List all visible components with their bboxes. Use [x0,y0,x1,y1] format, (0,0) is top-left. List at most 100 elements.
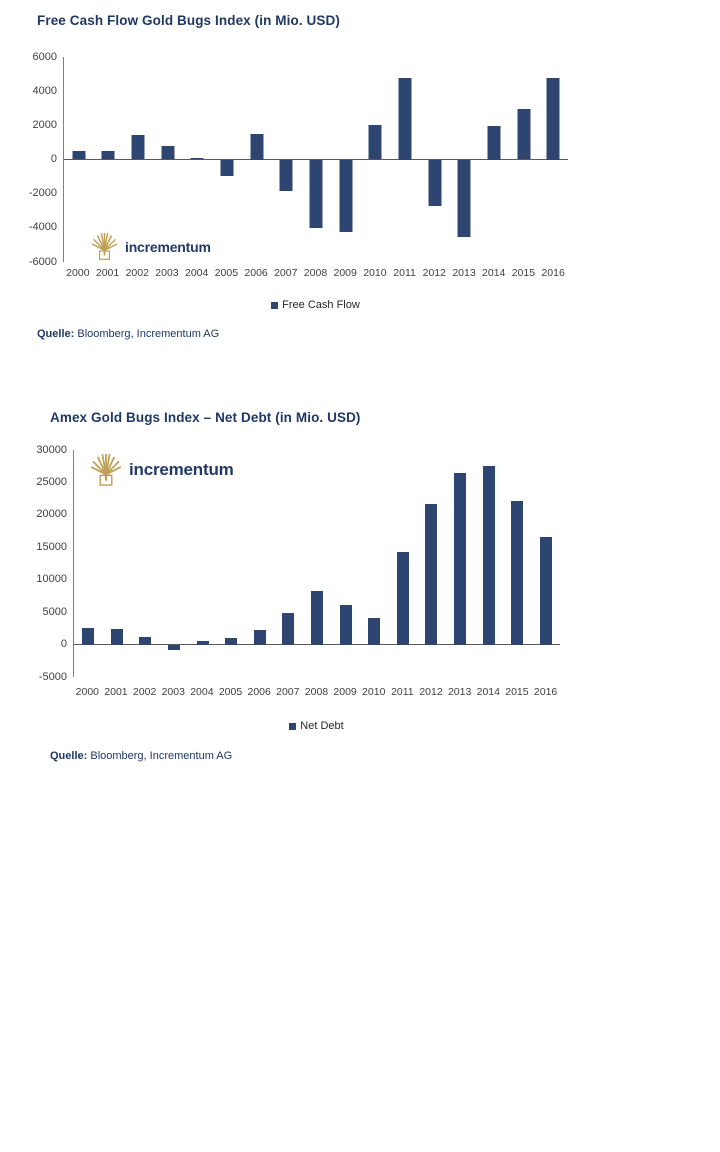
chart1-legend: Free Cash Flow [63,299,568,311]
chart2-title: Amex Gold Bugs Index – Net Debt (in Mio.… [50,410,361,425]
legend-marker-icon [289,722,297,730]
chart2-container: 30000 25000 20000 15000 10000 5000 0 -5000 [6,444,560,682]
legend-marker-icon [271,301,279,309]
y-tick-label-30000: 30000 [36,443,67,456]
chart1-y-axis-labels: 6000 4000 2000 0 -2000 -4000 -6000 [6,51,63,267]
x-tick-label-2009: 2009 [333,267,357,279]
y-tick-label-20000: 20000 [36,508,67,521]
bar-2008 [309,159,323,228]
x-tick-label-2009: 2009 [333,686,357,698]
y-tick-label--4000: -4000 [28,221,57,234]
x-tick-label-2010: 2010 [363,267,387,279]
chart2-y-axis-labels: 30000 25000 20000 15000 10000 5000 0 -5000 [6,444,73,682]
chart2-source: Quelle: Bloomberg, Incrementum AG [50,750,232,762]
chart2-legend: Net Debt [73,720,560,732]
x-tick-label-2008: 2008 [303,267,328,279]
x-tick-label-2008: 2008 [304,686,329,698]
bar-2003 [161,145,175,160]
bar-2014 [487,126,501,160]
chart2-legend-label: Net Debt [300,720,344,732]
x-tick-label-2015: 2015 [511,267,536,279]
source-prefix-label: Quelle: [37,328,75,340]
x-tick-label-2003: 2003 [161,686,185,698]
bar-2012 [428,159,442,206]
y-tick-label-0: 0 [50,153,57,165]
x-tick-label-2007: 2007 [274,267,298,279]
bar-2004 [196,640,209,645]
x-tick-label-2015: 2015 [505,686,529,698]
x-tick-label-2011: 2011 [393,267,416,279]
x-tick-label-2001: 2001 [95,267,120,279]
bar-2014 [482,465,495,645]
x-tick-label-2005: 2005 [218,686,243,698]
bar-2001 [101,150,115,160]
bar-2005 [225,638,238,645]
bar-2011 [396,552,409,645]
chart1-plot-area: incrementum [63,57,568,262]
bar-2011 [398,77,412,160]
bar-2010 [368,617,381,645]
bar-2007 [282,612,295,645]
y-tick-label-4000: 4000 [32,84,57,97]
bar-2001 [110,629,123,645]
y-tick-label-2000: 2000 [32,118,57,131]
bar-2015 [511,501,524,645]
bar-2005 [220,159,234,176]
x-axis-zero-line [74,643,560,646]
bar-2010 [368,125,382,160]
x-tick-label-2000: 2000 [66,267,90,279]
x-tick-label-2006: 2006 [244,267,268,279]
bar-2015 [517,109,531,160]
bar-2006 [253,629,266,645]
x-tick-label-2012: 2012 [419,686,443,698]
chart1-source: Quelle: Bloomberg, Incrementum AG [37,328,219,340]
bar-2003 [168,644,181,651]
y-tick-label--2000: -2000 [28,187,57,200]
bar-2000 [72,150,86,160]
y-tick-label-6000: 6000 [32,50,57,63]
x-tick-label-2004: 2004 [184,267,209,279]
x-tick-label-2007: 2007 [276,686,300,698]
chart2-x-axis-labels: 2000 2001 2002 2003 2004 2005 2006 2007 2008 2009… [73,686,560,698]
bar-2012 [425,504,438,645]
x-tick-label-2000: 2000 [75,686,99,698]
chart1-container: 6000 4000 2000 0 -2000 -4000 -6000 [6,51,568,267]
source-text: Bloomberg, Incrementum AG [74,328,220,340]
bar-2004 [190,157,204,160]
y-tick-label-5000: 5000 [42,605,67,618]
y-tick-label-0: 0 [60,638,67,651]
y-tick-label--6000: -6000 [28,255,57,268]
chart1-legend-label: Free Cash Flow [282,299,360,311]
chart1-title: Free Cash Flow Gold Bugs Index (in Mio. … [37,13,340,28]
bar-2002 [139,636,152,645]
x-tick-label-2014: 2014 [476,686,500,698]
bar-2009 [339,159,353,233]
x-tick-label-2006: 2006 [247,686,271,698]
incrementum-logo-icon [90,454,122,486]
bar-2008 [311,590,323,645]
bar-2016 [539,536,552,645]
x-tick-label-2014: 2014 [482,267,506,279]
bar-2002 [131,134,145,160]
x-tick-label-2016: 2016 [533,686,558,698]
source-text: Bloomberg, Incrementum AG [87,750,233,762]
x-tick-label-2010: 2010 [362,686,386,698]
x-tick-label-2002: 2002 [132,686,157,698]
bar-2006 [250,133,264,160]
x-tick-label-2004: 2004 [190,686,214,698]
x-tick-label-2013: 2013 [447,686,472,698]
bar-2013 [453,473,466,645]
incrementum-logo-text: incrementum [129,460,234,479]
x-tick-label-2011: 2011 [391,686,414,698]
bar-2013 [457,159,471,238]
x-tick-label-2005: 2005 [214,267,239,279]
incrementum-watermark: incrementum [91,233,211,260]
incrementum-logo-text: incrementum [125,238,211,255]
y-tick-label-15000: 15000 [36,540,67,553]
y-tick-label-25000: 25000 [36,475,67,488]
incrementum-watermark: incrementum [90,454,234,486]
source-prefix-label: Quelle: [50,750,88,762]
incrementum-logo-icon [91,233,118,260]
x-tick-label-2001: 2001 [104,686,128,698]
